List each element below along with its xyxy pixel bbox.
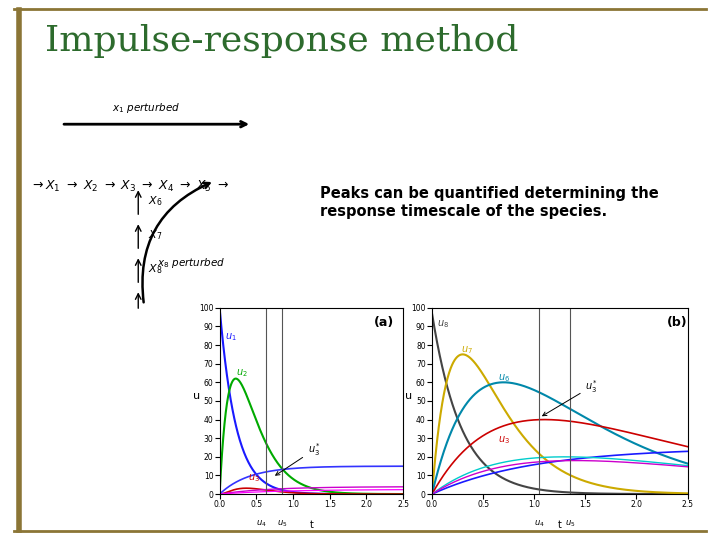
- Text: $x_1$ perturbed: $x_1$ perturbed: [112, 100, 180, 114]
- Text: $X_6$: $X_6$: [148, 194, 162, 208]
- Text: $u_3$: $u_3$: [248, 472, 259, 484]
- Text: $u_4$: $u_4$: [534, 519, 545, 529]
- Text: $u_3^*$: $u_3^*$: [276, 441, 321, 475]
- Y-axis label: u: u: [405, 391, 412, 401]
- Text: $\rightarrow$$X_1$ $\rightarrow$ $X_2$ $\rightarrow$ $X_3$ $\rightarrow$ $X_4$ $: $\rightarrow$$X_1$ $\rightarrow$ $X_2$ $…: [30, 179, 230, 194]
- Text: (b): (b): [667, 316, 688, 329]
- Text: Peaks can be quantified determining the
response timescale of the species.: Peaks can be quantified determining the …: [320, 186, 659, 219]
- Text: Impulse-response method: Impulse-response method: [45, 24, 518, 58]
- Text: $u_7$: $u_7$: [461, 345, 472, 356]
- Text: $u_4$: $u_4$: [256, 519, 267, 529]
- Y-axis label: u: u: [192, 391, 199, 401]
- Text: $u_2$: $u_2$: [235, 367, 248, 379]
- Text: $u_8$: $u_8$: [437, 319, 449, 330]
- Text: $u_5$: $u_5$: [276, 519, 287, 529]
- Text: $u_3$: $u_3$: [498, 434, 510, 446]
- Text: $X_8$: $X_8$: [148, 262, 162, 276]
- Text: $x_8$ perturbed: $x_8$ perturbed: [157, 255, 225, 269]
- Text: $u_5$: $u_5$: [564, 519, 575, 529]
- Text: $X_7$: $X_7$: [148, 228, 162, 242]
- Text: $u_1$: $u_1$: [225, 332, 238, 343]
- Text: (a): (a): [374, 316, 394, 329]
- Text: $u_3^*$: $u_3^*$: [543, 378, 598, 416]
- X-axis label: t: t: [310, 521, 313, 530]
- X-axis label: t: t: [558, 521, 562, 530]
- Text: $u_6$: $u_6$: [498, 373, 510, 384]
